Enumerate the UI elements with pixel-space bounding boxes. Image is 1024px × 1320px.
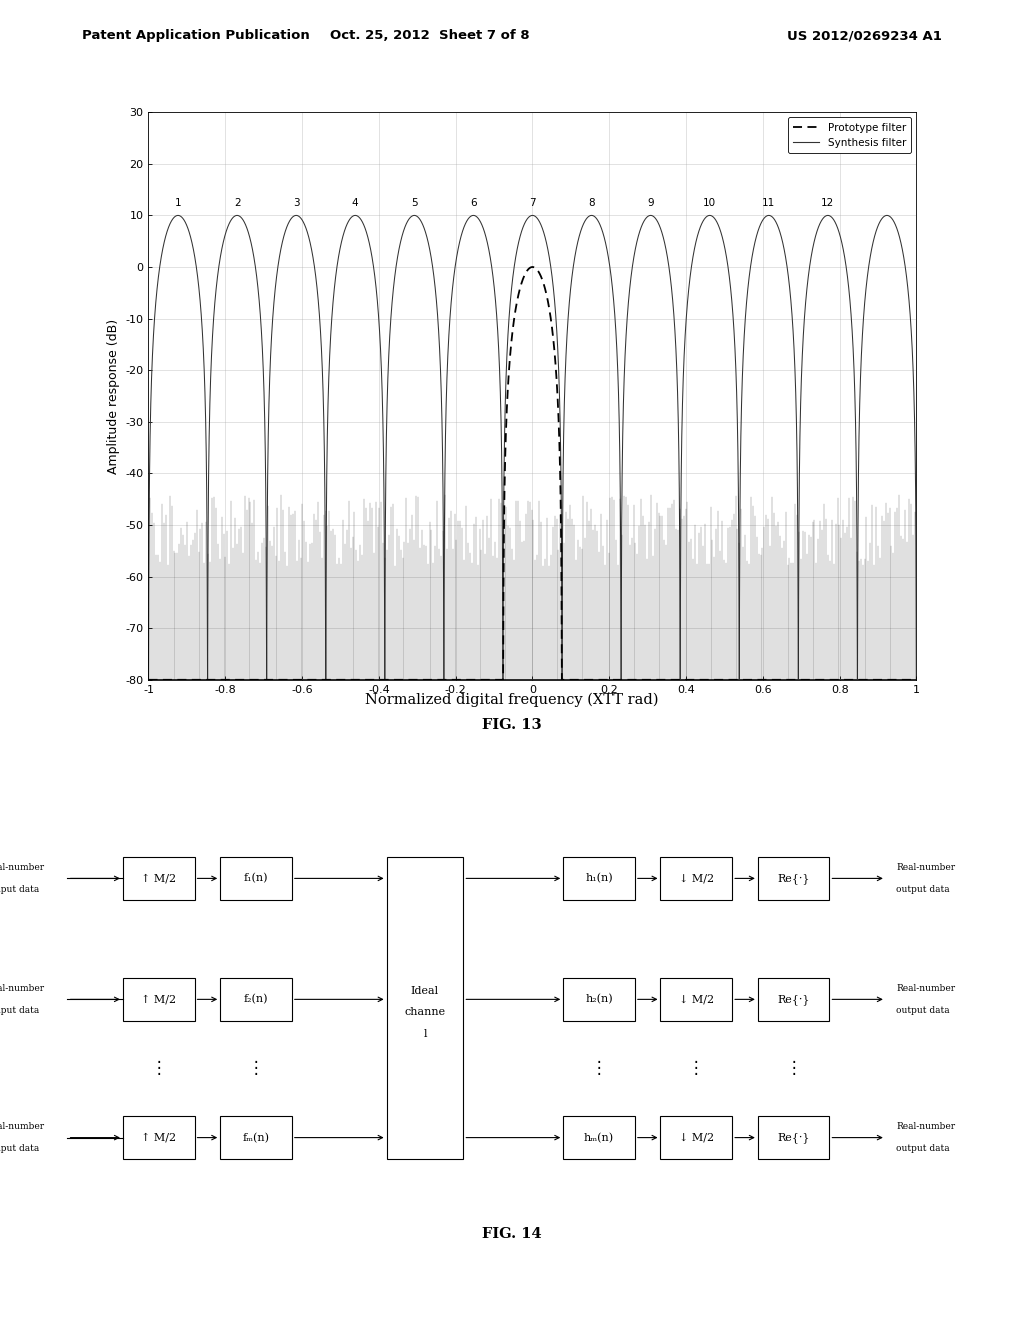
Text: Ideal: Ideal	[411, 986, 439, 995]
Bar	[123, 857, 195, 900]
Text: 3: 3	[293, 198, 299, 207]
Text: Re{·}: Re{·}	[777, 1133, 810, 1143]
Text: ↓ M/2: ↓ M/2	[679, 874, 714, 883]
Text: output data: output data	[896, 1006, 949, 1015]
Bar	[758, 1115, 829, 1159]
Bar	[758, 978, 829, 1020]
Text: h₂(n): h₂(n)	[586, 994, 612, 1005]
Text: Real-number: Real-number	[0, 863, 45, 871]
Text: Real-number: Real-number	[0, 983, 45, 993]
Bar	[660, 978, 732, 1020]
Bar	[660, 1115, 732, 1159]
Text: FIG. 13: FIG. 13	[482, 718, 542, 733]
Text: input data: input data	[0, 1144, 39, 1154]
Text: l: l	[423, 1028, 427, 1039]
Text: ⋮: ⋮	[785, 1060, 802, 1077]
Text: Real-number: Real-number	[896, 1122, 955, 1131]
Bar	[758, 857, 829, 900]
Bar	[563, 1115, 635, 1159]
Text: 8: 8	[588, 198, 595, 207]
Text: Re{·}: Re{·}	[777, 994, 810, 1005]
Text: Re{·}: Re{·}	[777, 873, 810, 884]
Text: 5: 5	[411, 198, 418, 207]
Text: channe: channe	[404, 1007, 445, 1018]
Bar	[387, 857, 464, 1159]
Text: Patent Application Publication: Patent Application Publication	[82, 29, 309, 42]
Text: 7: 7	[529, 198, 536, 207]
Bar	[220, 978, 292, 1020]
Bar	[220, 1115, 292, 1159]
Text: hₘ(n): hₘ(n)	[584, 1133, 614, 1143]
Text: 9: 9	[647, 198, 654, 207]
Text: ↑ M/2: ↑ M/2	[141, 1133, 176, 1143]
Text: FIG. 14: FIG. 14	[482, 1226, 542, 1241]
Text: 6: 6	[470, 198, 477, 207]
Text: f₁(n): f₁(n)	[244, 874, 268, 883]
Text: input data: input data	[0, 886, 39, 894]
Text: Real-number: Real-number	[896, 983, 955, 993]
Text: output data: output data	[896, 886, 949, 894]
Text: fₘ(n): fₘ(n)	[243, 1133, 269, 1143]
Bar	[123, 978, 195, 1020]
Y-axis label: Amplitude response (dB): Amplitude response (dB)	[106, 318, 120, 474]
Text: ⋮: ⋮	[151, 1060, 167, 1077]
Text: input data: input data	[0, 1006, 39, 1015]
Text: output data: output data	[896, 1144, 949, 1154]
Text: US 2012/0269234 A1: US 2012/0269234 A1	[787, 29, 942, 42]
Text: 10: 10	[703, 198, 716, 207]
Bar	[660, 857, 732, 900]
Text: Real-number: Real-number	[0, 1122, 45, 1131]
Text: ⋮: ⋮	[248, 1060, 264, 1077]
Text: Real-number: Real-number	[896, 863, 955, 871]
Text: ↑ M/2: ↑ M/2	[141, 874, 176, 883]
Text: Normalized digital frequency (XTT rad): Normalized digital frequency (XTT rad)	[366, 693, 658, 708]
Bar	[220, 857, 292, 900]
Text: 12: 12	[821, 198, 835, 207]
Text: ⋮: ⋮	[688, 1060, 705, 1077]
Text: f₂(n): f₂(n)	[244, 994, 268, 1005]
Text: 1: 1	[175, 198, 181, 207]
Bar	[563, 978, 635, 1020]
Text: 2: 2	[233, 198, 241, 207]
Text: 11: 11	[762, 198, 775, 207]
Text: ↓ M/2: ↓ M/2	[679, 1133, 714, 1143]
Text: 4: 4	[352, 198, 358, 207]
Text: ↓ M/2: ↓ M/2	[679, 994, 714, 1005]
Bar	[563, 857, 635, 900]
Legend: Prototype filter, Synthesis filter: Prototype filter, Synthesis filter	[788, 117, 911, 153]
Bar	[123, 1115, 195, 1159]
Text: ↑ M/2: ↑ M/2	[141, 994, 176, 1005]
Text: Oct. 25, 2012  Sheet 7 of 8: Oct. 25, 2012 Sheet 7 of 8	[331, 29, 529, 42]
Text: ⋮: ⋮	[591, 1060, 607, 1077]
Text: h₁(n): h₁(n)	[586, 874, 612, 883]
